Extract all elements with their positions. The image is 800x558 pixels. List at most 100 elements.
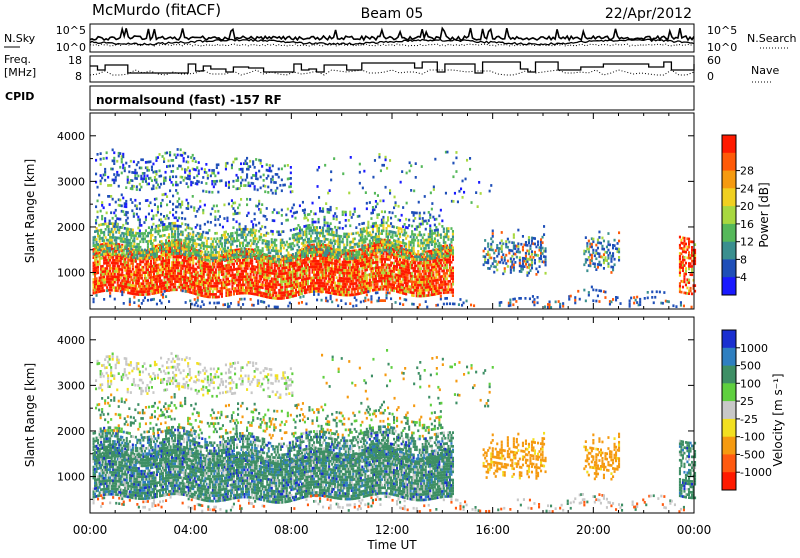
range-cell [372, 270, 374, 273]
range-cell [269, 291, 271, 294]
range-cell [275, 261, 277, 264]
range-cell [253, 229, 255, 232]
range-cell [105, 250, 107, 253]
range-cell [118, 253, 120, 256]
range-cell [233, 266, 235, 269]
range-cell [450, 261, 452, 264]
range-cell [392, 233, 394, 236]
range-cell [410, 244, 412, 247]
range-cell [189, 269, 191, 272]
range-cell [174, 249, 176, 252]
range-cell [358, 268, 360, 271]
range-cell [372, 228, 374, 231]
range-cell [136, 254, 138, 257]
range-cell [242, 244, 244, 247]
range-cell [407, 251, 409, 254]
range-cell [182, 234, 184, 237]
range-cell [239, 245, 241, 248]
range-cell [277, 278, 279, 281]
range-cell [102, 237, 104, 240]
range-cell [245, 236, 247, 239]
range-cell [265, 234, 267, 237]
range-cell [127, 289, 129, 292]
range-cell [376, 283, 378, 286]
range-cell [275, 247, 277, 250]
range-cell [218, 274, 220, 277]
range-cell [115, 242, 117, 245]
range-cell [419, 270, 421, 273]
range-cell [395, 282, 397, 285]
range-cell [189, 233, 191, 236]
range-cell [339, 274, 341, 277]
range-cell [284, 264, 286, 267]
range-cell [189, 254, 191, 257]
range-cell [411, 278, 413, 281]
range-cell [435, 253, 437, 256]
range-cell [354, 246, 356, 249]
range-cell [435, 268, 437, 271]
range-cell [318, 274, 320, 277]
range-cell [275, 239, 277, 242]
range-cell [185, 229, 187, 232]
range-cell [144, 232, 146, 235]
range-cell [148, 293, 150, 296]
range-cell [298, 240, 300, 243]
range-cell [204, 284, 206, 287]
range-cell [109, 220, 111, 223]
range-cell [376, 258, 378, 261]
range-cell [174, 272, 176, 275]
range-cell [139, 240, 141, 243]
range-cell [339, 254, 341, 257]
range-cell [342, 241, 344, 244]
freq-tick-high: 18 [68, 54, 82, 67]
range-cell [221, 290, 223, 293]
range-cell [173, 258, 175, 261]
range-cell [316, 254, 318, 257]
range-cell [452, 230, 454, 233]
range-cell [254, 232, 256, 235]
range-cell [235, 276, 237, 279]
range-cell [192, 264, 194, 267]
range-cell [327, 252, 329, 255]
range-cell [369, 231, 371, 234]
range-cell [361, 255, 363, 258]
range-cell [447, 255, 449, 258]
range-cell [231, 271, 233, 274]
range-cell [154, 236, 156, 239]
range-cell [110, 211, 112, 214]
nsky-traces [90, 28, 694, 46]
range-cell [97, 269, 99, 272]
range-cell [281, 283, 283, 286]
range-cell [151, 242, 153, 245]
range-cell [130, 242, 132, 245]
range-cell [218, 254, 220, 257]
range-cell [210, 248, 212, 251]
range-cell [387, 246, 389, 249]
range-cell [441, 264, 443, 267]
range-cell [167, 242, 169, 245]
range-cell [386, 222, 388, 225]
range-cell [395, 231, 397, 234]
range-cell [112, 217, 114, 220]
range-cell [96, 277, 98, 280]
range-cell [345, 246, 347, 249]
range-cell [260, 233, 262, 236]
range-cell [447, 291, 449, 294]
range-cell [157, 266, 159, 269]
range-cell [428, 244, 430, 247]
range-cell [331, 284, 333, 287]
range-cell [102, 265, 104, 268]
range-cell [352, 232, 354, 235]
range-cell [447, 227, 449, 230]
range-cell [263, 265, 265, 268]
range-cell [272, 294, 274, 297]
range-cell [404, 253, 406, 256]
range-cell [263, 256, 265, 259]
range-cell [370, 250, 372, 253]
range-cell [328, 264, 330, 267]
range-cell [449, 244, 451, 247]
range-cell [313, 248, 315, 251]
range-cell [127, 250, 129, 253]
range-cell [386, 230, 388, 233]
range-cell [366, 246, 368, 249]
